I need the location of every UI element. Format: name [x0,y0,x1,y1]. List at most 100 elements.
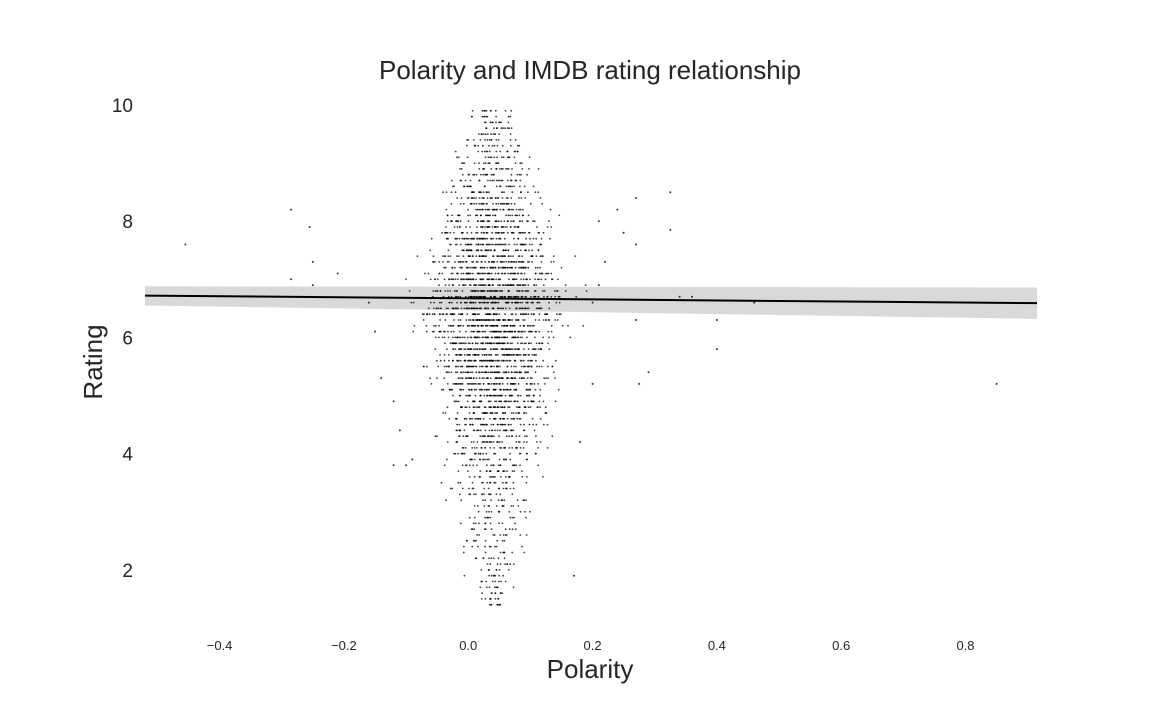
data-point [526,476,528,478]
data-point [456,278,459,281]
data-point [518,371,521,374]
data-point [481,580,483,583]
data-point [542,400,545,403]
data-point [497,272,500,275]
data-point [510,197,513,199]
data-point [481,481,484,484]
data-point [476,354,479,356]
data-point [489,493,492,496]
data-point [466,313,469,316]
data-point [490,156,493,159]
data-point [521,284,524,286]
data-point [549,208,552,211]
data-point [475,202,478,205]
data-point [569,336,572,339]
data-point [493,208,495,211]
data-point [635,197,638,199]
data-point [485,458,487,461]
data-point [456,412,459,414]
data-point [479,214,482,217]
data-point [528,249,530,252]
data-point [531,261,533,263]
data-point [523,354,525,356]
data-point [439,359,442,362]
data-point [438,336,440,339]
data-point [456,290,459,292]
data-point [480,319,483,321]
data-point [539,388,542,391]
data-point [453,319,455,321]
data-point [525,481,528,484]
data-point [478,179,480,182]
data-point [522,214,525,217]
data-point [463,429,466,432]
data-point [455,417,457,420]
data-point [558,214,561,217]
data-point [513,295,516,298]
data-point [499,423,502,426]
data-point [513,354,516,356]
data-point [551,365,554,368]
data-point [537,249,540,252]
data-point [534,266,537,269]
data-point [494,226,497,228]
data-point [517,348,520,350]
data-point [466,400,469,403]
data-point [483,377,485,379]
data-point [539,255,542,257]
data-point [477,371,480,374]
data-point [493,156,496,159]
data-point [527,354,530,356]
data-point [479,272,481,275]
data-point [523,499,525,502]
data-point [496,255,499,257]
data-point [440,301,443,304]
data-point [519,179,522,182]
data-point [485,202,488,205]
data-point [540,365,543,368]
data-point [521,243,523,246]
data-point [480,295,483,298]
data-point [505,214,508,217]
data-point [500,348,503,350]
regression-line [144,294,1038,305]
data-point [506,383,509,385]
data-point [490,243,493,246]
data-point [392,464,395,467]
data-point [534,354,536,356]
data-point [477,220,479,223]
data-point [478,319,481,321]
data-point [536,365,538,368]
data-point [495,586,498,589]
data-point [473,516,476,519]
data-point [525,458,528,461]
data-point [455,243,458,246]
data-point [505,371,508,374]
data-point [443,365,446,368]
data-point [488,505,491,507]
data-point [488,429,491,432]
data-point [494,359,496,362]
data-point [497,301,500,304]
data-point [505,261,508,263]
data-point [482,168,484,170]
data-point [482,202,485,205]
data-point [488,290,491,292]
data-point [509,563,511,565]
data-point [465,237,467,240]
data-point [496,144,499,147]
data-point [475,255,478,257]
data-point [475,173,478,176]
data-point [491,231,493,234]
data-point [502,551,505,554]
data-point [509,458,512,461]
data-point [522,324,525,327]
data-point [515,371,518,374]
data-point [438,272,441,275]
data-point [459,342,462,345]
data-point [491,284,494,286]
data-point [513,226,516,228]
data-point [508,447,511,449]
data-point [504,313,506,316]
data-point [466,197,469,199]
